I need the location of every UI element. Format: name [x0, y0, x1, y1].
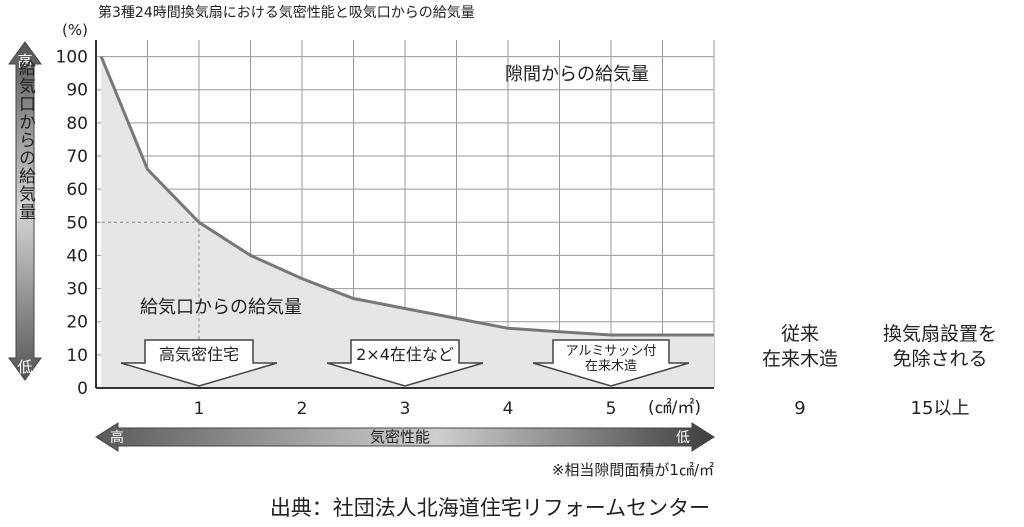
- x-tick-labels: 1 2 3 4 5: [194, 399, 617, 419]
- side-col1-header-line2: 在来木造: [762, 348, 838, 370]
- side-col1-header-line1: 従来: [781, 323, 819, 345]
- series-line: [99, 56, 714, 337]
- callout-label: 2×4在住など: [356, 345, 454, 364]
- footnote: ※相当隙間面積が1㎠/㎡: [552, 461, 714, 479]
- x-low-label: 低: [676, 430, 690, 446]
- y-tick-labels: 0 10 20 30 40 50 60 70 80 90 100: [56, 48, 88, 399]
- side-col2-header-line2: 免除される: [892, 348, 987, 370]
- y-unit-label: (%): [62, 21, 88, 39]
- y-tick-label: 50: [66, 213, 88, 233]
- x-tick-label: 3: [400, 399, 411, 419]
- source-credit: 出典：社団法人北海道住宅リフォームセンター: [270, 496, 710, 520]
- y-tick-label: 80: [66, 114, 88, 134]
- callout-arrow: [120, 339, 278, 387]
- y-tick-label: 70: [66, 147, 88, 167]
- callout-arrow: [532, 339, 690, 387]
- y-tick-label: 30: [66, 280, 88, 300]
- upper-area-label: 隙間からの給気量: [505, 64, 649, 85]
- area-fill: [101, 56, 714, 388]
- y-tick-label: 100: [56, 48, 88, 68]
- x-tick-label: 4: [503, 399, 514, 419]
- x-tick-label: 5: [606, 399, 617, 419]
- y-tick-label: 0: [77, 379, 88, 399]
- y-tick-label: 40: [66, 246, 88, 266]
- y-low-label: 低: [17, 358, 32, 376]
- x-tick-label: 1: [194, 399, 205, 419]
- side-col2-header-line1: 換気扇設置を: [883, 323, 997, 345]
- callout-label: 高気密住宅: [159, 345, 239, 364]
- series-name-label: 給気口からの給気量: [140, 297, 302, 318]
- x-axis-gradient-arrow: [95, 422, 715, 452]
- x-high-label: 高: [110, 429, 124, 446]
- callout-arrow: [326, 339, 484, 387]
- y-axis-gradient-arrow: [8, 41, 42, 381]
- y-tick-label: 20: [66, 313, 88, 333]
- y-tick-label: 60: [66, 180, 88, 200]
- y-tick-label: 90: [66, 81, 88, 101]
- axes: [95, 40, 714, 389]
- chart-title: 第3種24時間換気扇における気密性能と吸気口からの給気量: [98, 4, 475, 21]
- y-high-label: 高: [17, 52, 32, 70]
- side-col2-value: 15以上: [911, 398, 970, 419]
- y-tick-label: 10: [66, 346, 88, 366]
- x-tick-label: 2: [297, 399, 308, 419]
- y-axis-label: 給気口からの給気量: [15, 59, 36, 221]
- side-col1-value: 9: [794, 398, 805, 419]
- x-unit-label: (㎠/㎡): [648, 398, 701, 418]
- callout-label: 在来木造: [585, 359, 637, 374]
- x-axis-label: 気密性能: [370, 428, 430, 446]
- callout-label: アルミサッシ付: [566, 344, 657, 359]
